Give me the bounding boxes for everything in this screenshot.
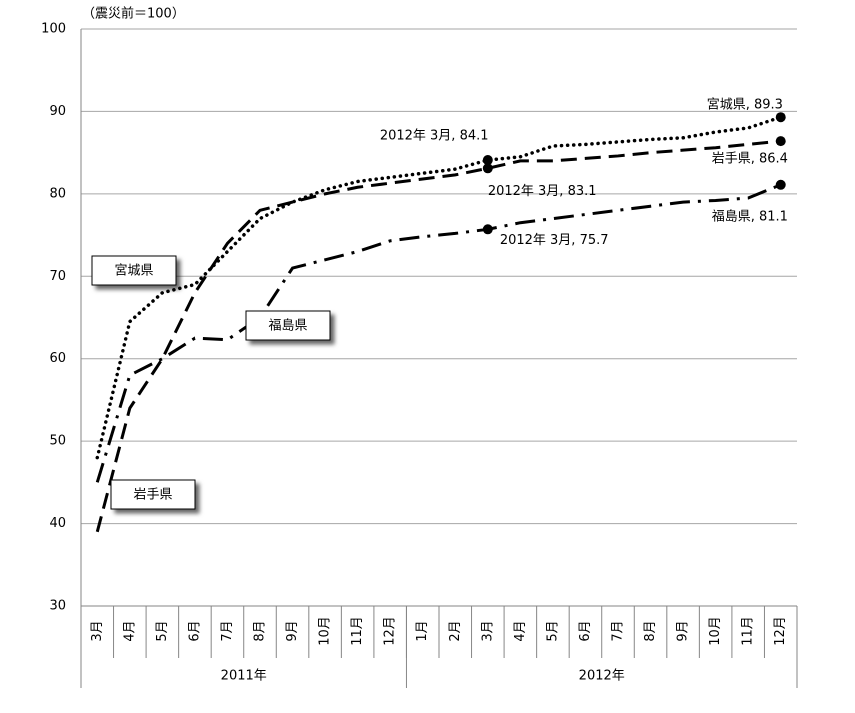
- x-tick-label: 1月: [415, 620, 430, 641]
- group-label: 2011年: [221, 669, 267, 684]
- series-line: [95, 139, 781, 533]
- data-point: [482, 224, 493, 235]
- data-point: [775, 136, 786, 147]
- data-label: 岩手県, 86.4: [712, 152, 788, 167]
- y-tick-label: 80: [49, 186, 66, 201]
- legend-box: [91, 255, 177, 286]
- y-tick-label: 30: [49, 599, 66, 614]
- x-tick-label: 10月: [318, 616, 333, 646]
- data-label: 福島県, 81.1: [712, 209, 788, 224]
- legend-label: 岩手県: [133, 488, 172, 503]
- legend-label: 宮城県: [114, 263, 153, 279]
- x-tick-label: 12月: [383, 616, 398, 646]
- data-point: [775, 112, 786, 123]
- x-tick-label: 7月: [611, 620, 626, 641]
- data-label: 2012年 3月, 75.7: [500, 233, 609, 248]
- x-tick-label: 6月: [187, 620, 202, 641]
- x-tick-label: 11月: [741, 616, 756, 646]
- x-tick-label: 4月: [513, 620, 528, 641]
- y-tick-label: 40: [49, 516, 66, 531]
- data-point: [775, 179, 786, 190]
- data-point: [482, 155, 493, 166]
- x-tick-label: 11月: [350, 616, 365, 646]
- x-tick-label: 3月: [90, 620, 105, 641]
- y-tick-label: 50: [49, 434, 66, 449]
- x-tick-label: 2月: [448, 620, 463, 641]
- x-tick-label: 12月: [773, 616, 788, 646]
- x-tick-label: 9月: [285, 620, 300, 641]
- x-tick-label: 3月: [480, 620, 495, 641]
- x-tick-label: 9月: [676, 620, 691, 641]
- y-tick-label: 90: [49, 104, 66, 119]
- data-point: [482, 163, 493, 174]
- y-tick-label: 70: [49, 269, 66, 284]
- x-tick-label: 6月: [578, 620, 593, 641]
- y-tick-label: 100: [41, 22, 66, 37]
- group-label: 2012年: [579, 669, 625, 684]
- legend-item: 宮城県: [91, 255, 177, 286]
- data-label: 宮城県, 89.3: [707, 97, 783, 113]
- x-tick-label: 5月: [155, 620, 170, 641]
- x-tick-label: 4月: [122, 620, 137, 641]
- x-tick-label: 8月: [253, 620, 268, 641]
- legend-label: 福島県: [268, 319, 307, 334]
- x-tick-label: 7月: [220, 620, 235, 641]
- y-axis-label: （震災前＝100）: [82, 6, 185, 22]
- legend-item: 福島県: [245, 310, 331, 341]
- data-label: 2012年 3月, 84.1: [380, 129, 489, 144]
- legend-item: 岩手県: [110, 479, 196, 510]
- series-line: [95, 183, 782, 483]
- data-label: 2012年 3月, 83.1: [488, 184, 597, 199]
- legend-box: [245, 310, 331, 341]
- x-tick-label: 8月: [643, 620, 658, 641]
- y-tick-label: 60: [49, 351, 66, 366]
- x-tick-label: 5月: [545, 620, 560, 641]
- legend-box: [110, 479, 196, 510]
- x-tick-label: 10月: [708, 616, 723, 646]
